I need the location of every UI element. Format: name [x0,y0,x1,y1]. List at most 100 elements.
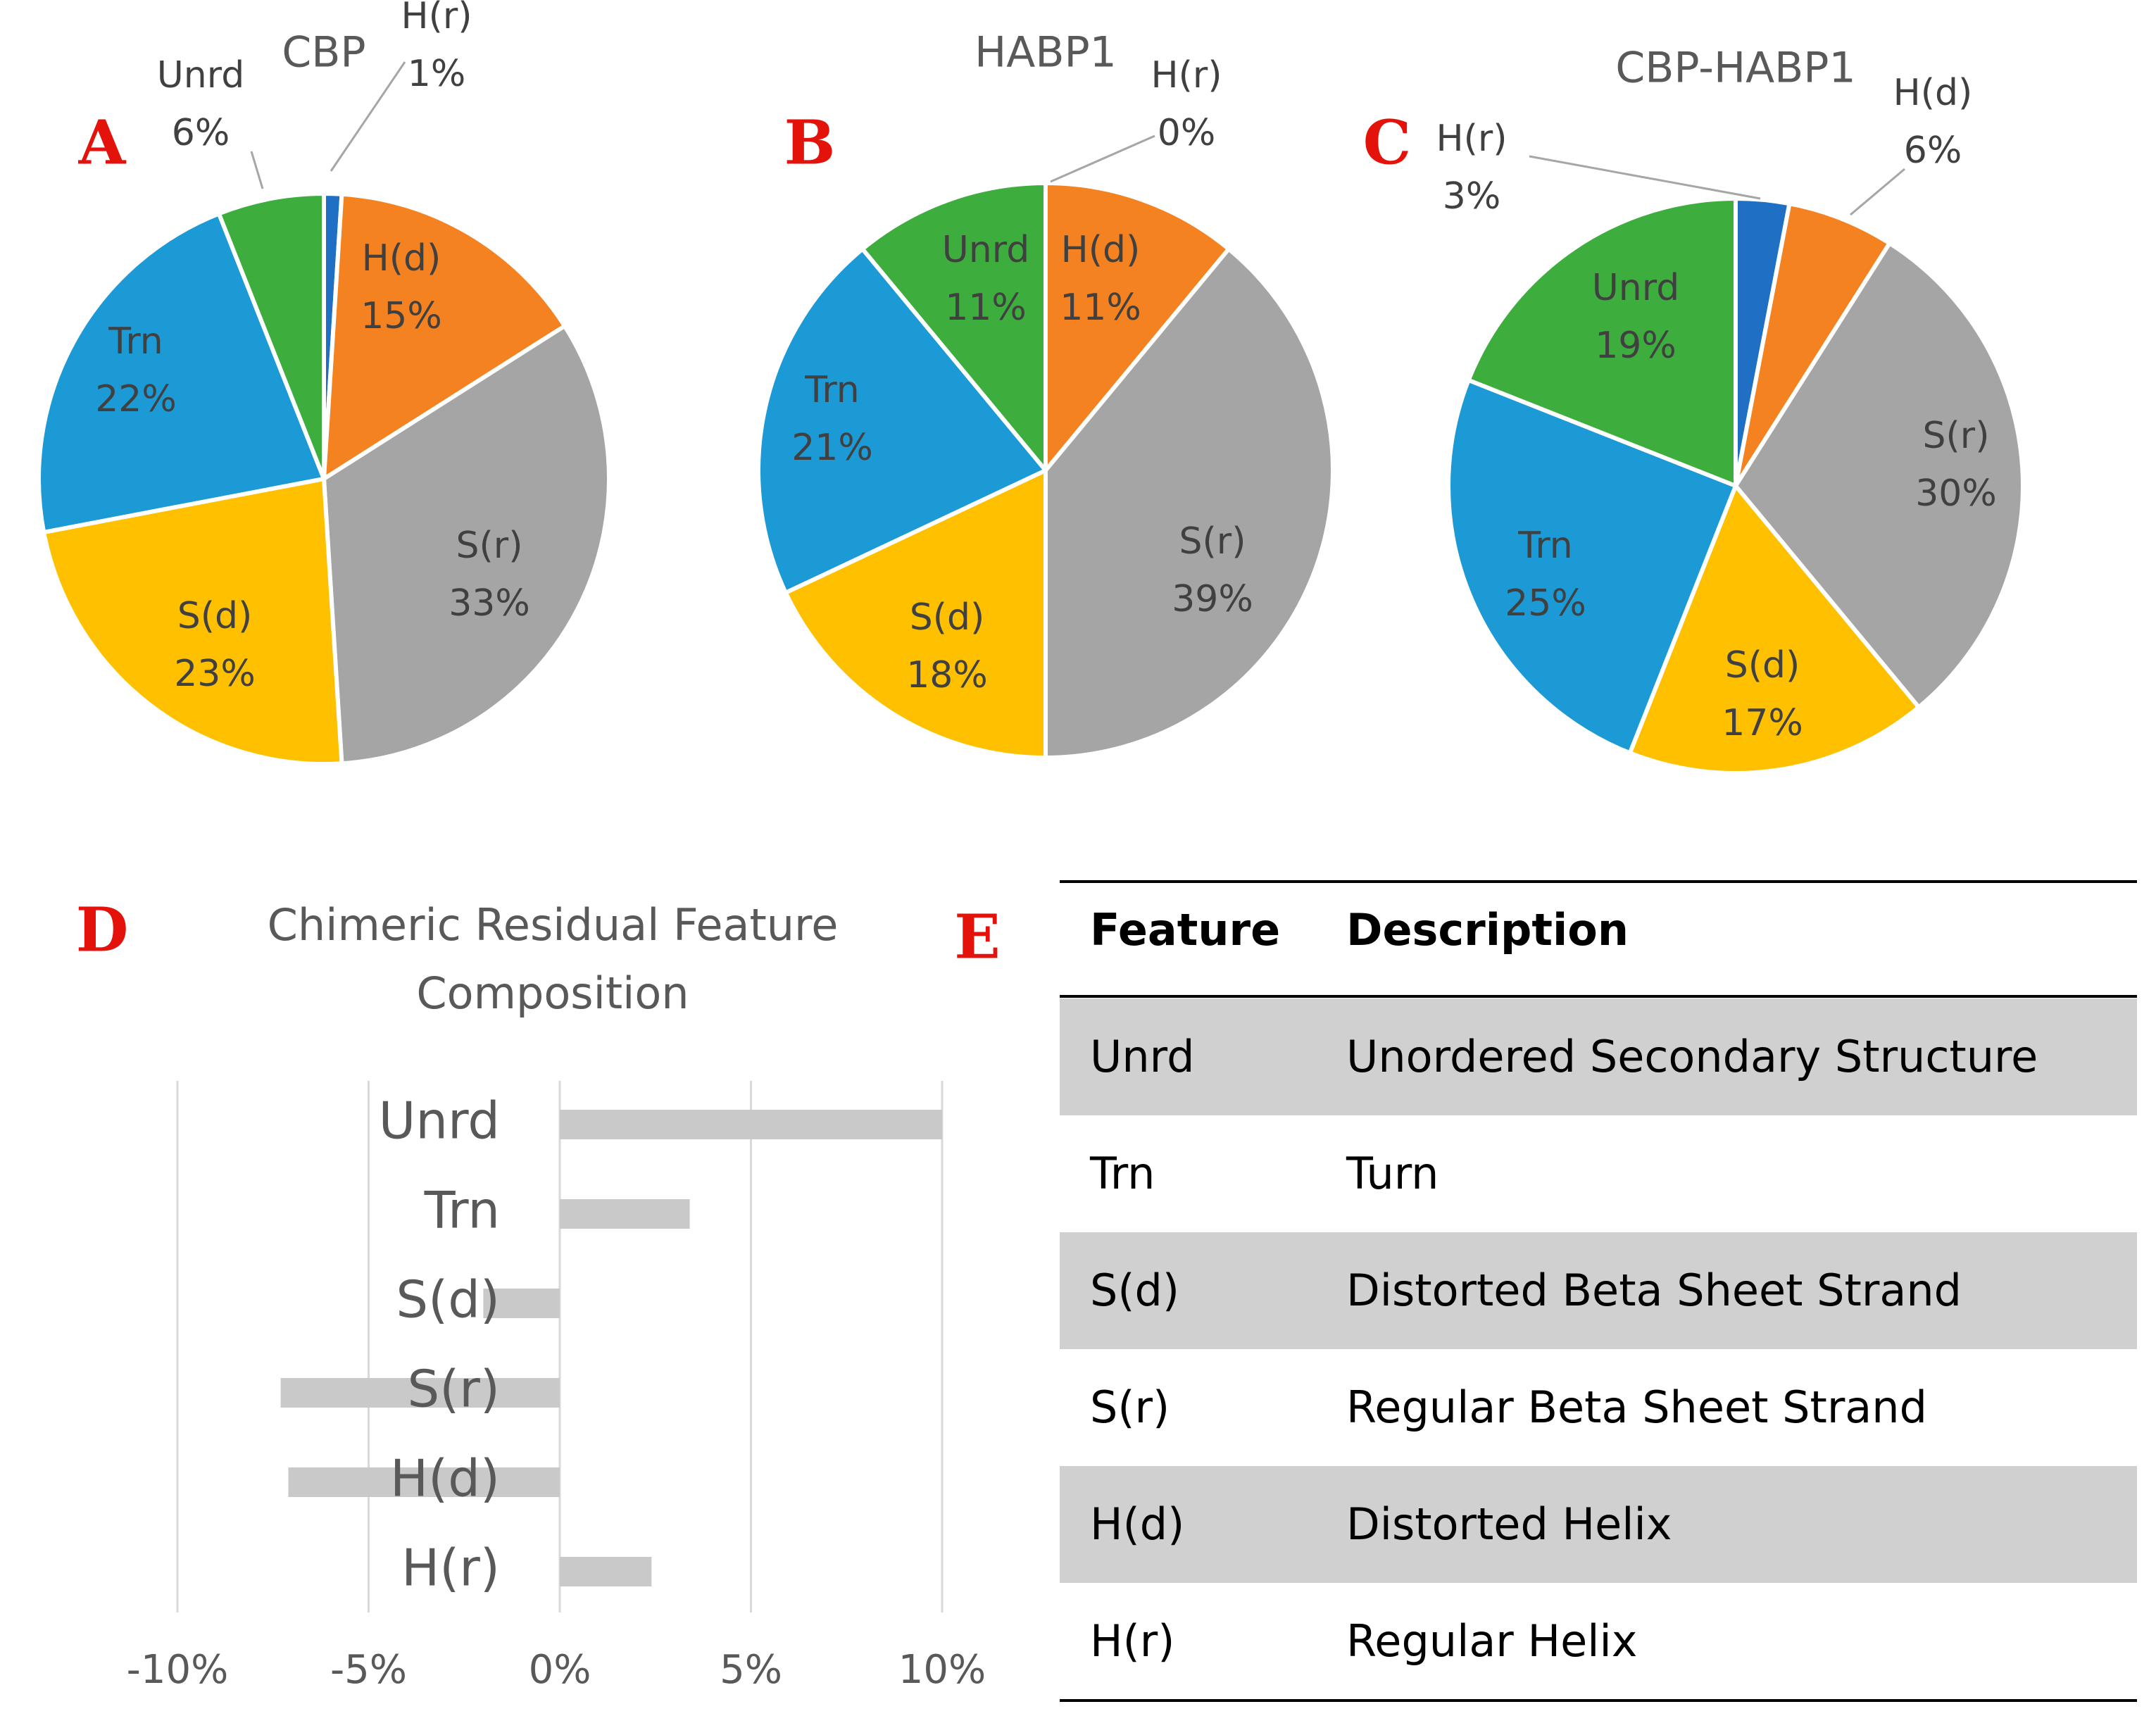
category-label: S(d) [396,1270,500,1329]
table-cell-description: Regular Beta Sheet Strand [1346,1382,1927,1433]
table-cell-feature: H(r) [1090,1615,1175,1667]
slice-label: H(d) [1893,72,1973,114]
table-cell-description: Turn [1346,1148,1439,1199]
slice-value-label: 30% [1915,472,1997,515]
pie-chart-a: A CBP H(r) 1% H(d) 15% S(r) 33% S(d) 23% Trn 22% Unr… [37,0,611,766]
slice-value-label: 3% [1443,175,1501,218]
pie-slice [322,192,567,481]
slice-value-label: 6% [172,112,230,154]
pie-slice [42,477,344,766]
slice-label: S(d) [1725,644,1800,687]
slice-value-label: 11% [945,287,1027,329]
chart-title-line-2: Composition [416,967,689,1019]
slice-value-label: 19% [1595,325,1676,367]
pie-slice [37,211,326,534]
slice-value-label: 11% [1060,287,1141,329]
bar-chart-d: D Chimeric Residual Feature Composition -10… [76,895,986,1693]
slice-value-label: 33% [449,582,530,625]
leader-line [330,61,406,172]
slice-value-label: 17% [1722,702,1803,744]
bar [483,1289,560,1318]
bar [280,1378,560,1408]
feature-table-e: E Feature Description Unrd Unordered Seconda… [954,880,2137,1702]
category-label: H(r) [401,1539,500,1598]
pie-slice [1446,377,1738,756]
table-cell-feature: Trn [1089,1148,1155,1199]
slice-value-label: 1% [408,53,466,95]
leader-line [1850,168,1905,216]
slice-label: H(r) [1436,118,1507,160]
table-header-description: Description [1346,904,1629,956]
pie-title: HABP1 [974,28,1117,77]
pie-slice [1734,201,1892,488]
table-header-feature: Feature [1090,904,1280,956]
slice-label: H(r) [1151,54,1222,96]
pie-slice [860,181,1048,472]
slice-label: S(d) [910,596,985,639]
slice-value-label: 18% [906,654,988,696]
x-tick-label: 5% [720,1647,782,1693]
slice-label: Trn [1517,525,1573,567]
slice-value-label: 25% [1505,582,1586,625]
panel-letter-e: E [954,902,1001,973]
slice-value-label: 23% [174,653,256,695]
pie-title: CBP [282,28,365,77]
table-cell-description: Distorted Helix [1346,1498,1672,1550]
category-label: S(r) [408,1360,500,1419]
slice-label: H(d) [362,237,441,280]
leader-line [1529,155,1761,200]
slice-value-label: 22% [95,378,177,420]
slice-label: H(r) [401,0,472,37]
slice-label: S(r) [1923,415,1990,457]
bar [560,1557,652,1586]
slice-label: Trn [804,369,860,411]
table-row-shade [1060,1232,2137,1349]
bar [288,1467,560,1497]
leader-line [1050,134,1155,183]
pie-slice [322,323,611,766]
table-cell-description: Distorted Beta Sheet Strand [1346,1265,1962,1316]
x-tick-label: -5% [330,1647,407,1693]
slice-label: S(d) [177,595,253,637]
pie-slice [1043,181,1231,472]
table-cell-feature: S(r) [1090,1382,1170,1433]
pie-slice [1627,484,1922,775]
slice-value-label: 6% [1904,130,1962,172]
table-row-shade [1060,998,2137,1115]
slice-label: Trn [108,320,163,363]
table-cell-description: Regular Helix [1346,1615,1637,1667]
slice-label: Unrd [942,229,1030,271]
panel-letter-d: D [76,895,129,966]
leader-line [250,151,264,189]
pie-slice [783,468,1048,760]
table-cell-feature: H(d) [1090,1498,1184,1550]
category-label: Trn [424,1181,500,1240]
panel-letter-c: C [1363,108,1411,179]
chart-title-line-1: Chimeric Residual Feature [268,899,839,951]
x-tick-label: -10% [127,1647,229,1693]
x-tick-label: 0% [529,1647,591,1693]
table-row-shade [1060,1466,2137,1583]
panel-letter-a: A [78,108,127,179]
slice-value-label: 21% [791,427,873,469]
pie-slice [1466,196,1738,488]
pie-chart-c: C CBP-HABP1 H(r) 3% H(d) 6% S(r) 30% S(d) 17% Trn 2… [1363,44,2025,775]
slice-label: H(d) [1061,229,1141,271]
table-cell-description: Unordered Secondary Structure [1346,1031,2038,1082]
slice-value-label: 39% [1172,578,1253,620]
bar [560,1199,690,1229]
bar [560,1110,942,1139]
table-cell-feature: S(d) [1090,1265,1179,1316]
slice-value-label: 15% [361,295,442,337]
slice-label: S(r) [1179,520,1246,563]
x-tick-label: 10% [898,1647,986,1693]
panel-letter-b: B [784,108,836,179]
category-label: Unrd [379,1091,500,1151]
slice-value-label: 0% [1158,112,1216,154]
pie-chart-b: B HABP1 H(r) 0% H(d) 11% S(r) 39% S(d) 18% Trn 21% U… [756,28,1335,760]
pie-slice [216,192,326,481]
slice-label: S(r) [456,525,523,567]
table-cell-feature: Unrd [1090,1031,1194,1082]
pie-slice [756,246,1048,595]
